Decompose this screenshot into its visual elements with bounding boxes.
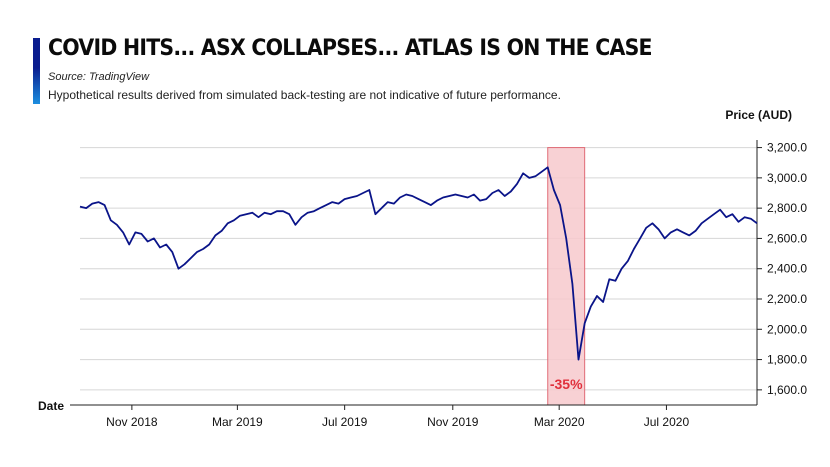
y-tick-label: 2,800.0	[767, 201, 807, 215]
y-tick-label: 2,400.0	[767, 262, 807, 276]
x-tick-label: Jul 2020	[644, 415, 690, 429]
x-tick-label: Jul 2019	[322, 415, 368, 429]
y-tick-label: 1,800.0	[767, 353, 807, 367]
y-tick-label: 1,600.0	[767, 383, 807, 397]
y-tick-label: 2,600.0	[767, 231, 807, 245]
disclaimer-note: Hypothetical results derived from simula…	[48, 88, 561, 102]
y-axis-title: Price (AUD)	[725, 108, 792, 122]
y-tick-label: 2,000.0	[767, 322, 807, 336]
x-tick-label: Nov 2019	[427, 415, 479, 429]
y-tick-label: 3,200.0	[767, 141, 807, 155]
x-tick-label: Mar 2019	[212, 415, 263, 429]
x-tick-label: Nov 2018	[106, 415, 158, 429]
y-tick-label: 3,000.0	[767, 171, 807, 185]
chart-title: COVID HITS... ASX COLLAPSES... ATLAS IS …	[48, 36, 653, 61]
source-note: Source: TradingView	[48, 71, 150, 83]
title-accent-bar	[33, 38, 40, 104]
price-series-line	[79, 166, 758, 361]
drawdown-label: -35%	[550, 376, 583, 392]
x-axis-title: Date	[38, 399, 64, 413]
x-tick-label: Mar 2020	[534, 415, 585, 429]
y-tick-label: 2,200.0	[767, 292, 807, 306]
